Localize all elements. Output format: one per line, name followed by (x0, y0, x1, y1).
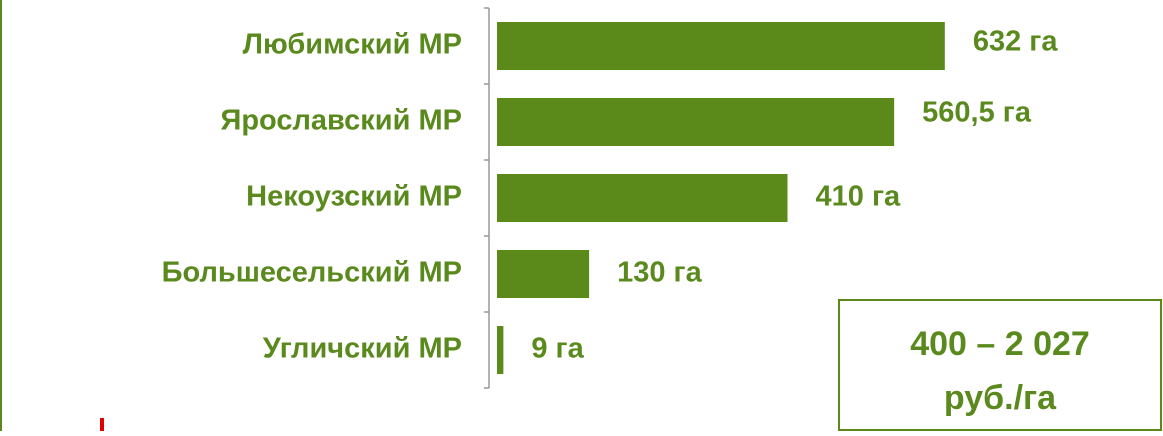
annotation-line: руб./га (944, 379, 1057, 417)
category-label: Большесельский МР (162, 257, 462, 289)
category-label: Угличский МР (263, 333, 462, 365)
red-mark (100, 418, 104, 431)
value-label: 9 га (531, 333, 584, 365)
bar (497, 326, 504, 374)
bar (497, 250, 590, 298)
annotation-line: 400 – 2 027 (910, 325, 1090, 363)
category-axis (484, 7, 490, 389)
category-label: Любимский МР (243, 29, 462, 61)
bar (497, 174, 788, 222)
category-label: Ярославский МР (220, 105, 462, 137)
value-label: 130 га (617, 257, 703, 289)
bar (497, 98, 895, 146)
category-label: Некоузский МР (246, 181, 462, 213)
annotation-box (838, 299, 1162, 431)
value-label: 560,5 га (922, 97, 1032, 129)
value-label: 410 га (816, 181, 902, 213)
value-label: 632 га (973, 26, 1059, 58)
bar (497, 22, 945, 70)
